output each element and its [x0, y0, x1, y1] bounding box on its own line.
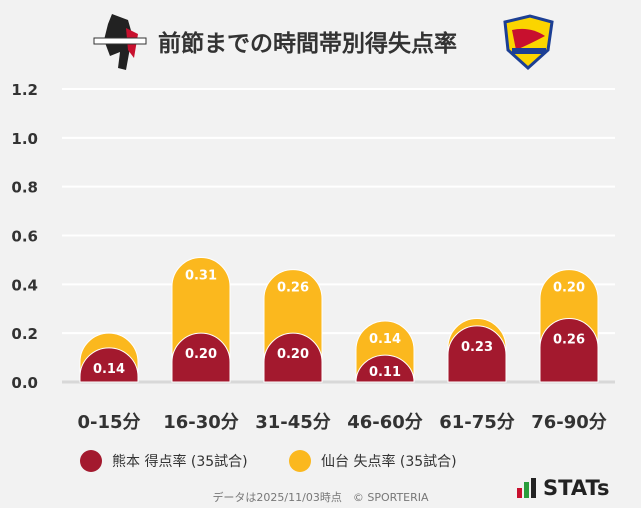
data-label-home: 0.14 [93, 362, 125, 377]
stats-logo-icon [517, 478, 536, 498]
legend-item-home: 熊本 得点率 (35試合) [80, 450, 248, 472]
stats-brand: STATs [517, 476, 609, 500]
x-tick-label: 0-15分 [77, 412, 140, 433]
y-tick-label: 0.2 [11, 325, 38, 343]
y-tick-label: 0.4 [11, 276, 38, 294]
bar-home [355, 354, 415, 383]
data-label-home: 0.11 [369, 365, 401, 380]
bar-home [447, 325, 507, 383]
home-team-logo [93, 14, 554, 71]
y-tick-label: 0.8 [11, 179, 38, 197]
legend-item-away: 仙台 失点率 (35試合) [289, 450, 457, 472]
bar-home [263, 332, 323, 383]
x-tick-label: 46-60分 [347, 412, 423, 433]
data-label-home: 0.20 [277, 347, 309, 362]
legend-swatch-home [80, 450, 102, 472]
data-label-home: 0.26 [553, 333, 585, 348]
bar-home [171, 332, 231, 383]
stats-brand-text: STATs [543, 476, 610, 500]
bar-chart: 0.0 0.2 0.4 0.6 0.8 1.0 1.2 0.14 0-15分 0.31 0.20 16… [11, 81, 615, 433]
data-label-away: 0.26 [277, 281, 309, 296]
legend-label-away: 仙台 失点率 (35試合) [321, 454, 457, 470]
chart-title: 前節までの時間帯別得失点率 [158, 31, 457, 57]
data-label-home: 0.23 [461, 340, 493, 355]
data-label-away: 0.20 [553, 281, 585, 296]
x-tick-label: 16-30分 [163, 412, 239, 433]
data-label-away: 0.31 [185, 268, 217, 283]
x-tick-label: 76-90分 [531, 412, 607, 433]
x-tick-label: 31-45分 [255, 412, 331, 433]
legend-label-home: 熊本 得点率 (35試合) [112, 454, 248, 470]
bar-home [79, 347, 139, 383]
x-tick-label: 61-75分 [439, 412, 515, 433]
data-label-away: 0.14 [369, 332, 401, 347]
y-tick-label: 1.0 [11, 130, 38, 148]
data-label-home: 0.20 [185, 347, 217, 362]
legend-swatch-away [289, 450, 311, 472]
y-tick-label: 0.6 [11, 228, 38, 246]
y-tick-label: 1.2 [11, 81, 38, 99]
y-tick-label: 0.0 [11, 374, 38, 392]
bar-home [539, 318, 599, 383]
footer-note: データは2025/11/03時点 © SPORTERIA [212, 491, 429, 504]
